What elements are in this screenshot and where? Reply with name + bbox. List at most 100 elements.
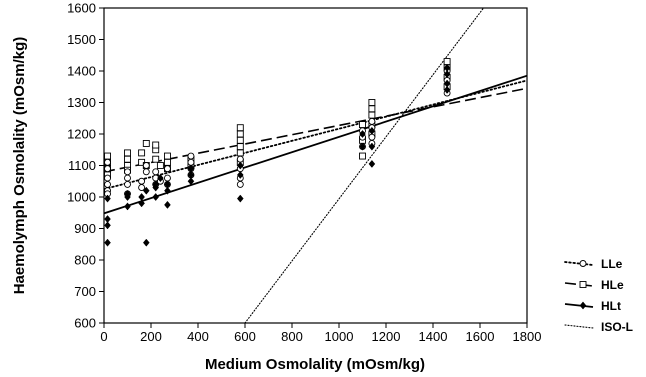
data-point-hlt [124,202,131,211]
legend-marker-lle [579,260,587,267]
y-tick-label: 900 [74,221,96,236]
data-point-hle [368,99,376,106]
series-line-iso-l [244,8,485,323]
data-point-lle [163,165,171,173]
x-tick-label: 1800 [513,329,542,344]
data-point-hle [124,155,131,163]
x-tick-label: 0 [100,329,107,344]
x-tick-label: 600 [234,329,256,344]
data-point-lle [138,184,146,192]
data-point-hlt [152,193,160,201]
data-point-lle [152,168,160,176]
data-point-hlt [142,186,150,195]
data-point-hlt [104,238,111,247]
y-tick-label: 1100 [68,158,96,173]
data-point-lle [236,180,244,188]
plot-frame [103,7,528,324]
data-point-lle [138,177,146,185]
data-point-hlt [187,177,195,186]
y-tick-label: 1600 [67,1,96,16]
data-point-hle [236,136,244,144]
data-point-lle [163,174,171,182]
data-point-lle [368,117,376,125]
data-point-hle [236,130,244,138]
legend-swatch-iso-l [564,324,594,329]
data-point-hlt [142,238,150,247]
legend-swatch-lle [564,261,594,266]
data-point-lle [368,133,376,141]
data-point-hle [368,105,376,113]
legend-swatch-hlt [564,303,594,308]
data-point-hle [104,152,111,160]
legend-label-lle: LLe [601,257,623,271]
y-tick-label: 1200 [67,127,96,142]
data-point-hlt [236,170,244,179]
legend-marker-hlt [579,301,587,310]
data-point-hlt [443,79,451,88]
x-tick-label: 400 [187,329,209,344]
data-point-lle [104,180,111,188]
data-point-hlt [443,63,451,72]
data-point-hlt [368,142,376,151]
data-point-hle [236,143,244,151]
data-point-hle [152,155,160,163]
data-point-hle [236,124,244,132]
data-point-lle [124,174,131,182]
x-tick-label: 1000 [325,329,354,344]
y-axis-title: Haemolymph Osmolality (mOsm/kg) [11,37,28,295]
data-points [104,58,451,247]
trend-lines [104,8,527,323]
data-point-hlt [368,126,376,135]
data-point-hlt [443,70,451,79]
data-point-hlt [157,174,164,183]
data-point-hlt [164,180,171,189]
legend-label-iso-l: ISO-L [601,320,633,334]
data-point-hle [368,111,376,119]
legend: LLe HLe HLt ISO-L [564,257,633,334]
y-tick-label: 800 [74,253,96,268]
data-point-hlt [104,221,111,230]
data-point-hlt [368,159,376,168]
data-point-lle [142,162,150,169]
data-point-hle [142,139,150,147]
data-point-hle [443,58,451,65]
data-point-hle [152,141,160,149]
data-point-hlt [187,164,195,173]
series-line-hle [104,87,527,173]
data-point-hlt [124,189,131,198]
data-point-hle [236,149,244,157]
x-tick-label: 800 [281,329,303,344]
x-tick-label: 1600 [466,329,495,344]
data-point-hle [156,162,164,169]
legend-swatch-hle [564,282,594,287]
data-point-hle [163,158,171,166]
data-point-hlt [236,161,244,170]
data-point-hlt [138,199,145,208]
x-axis-title: Medium Osmolality (mOsm/kg) [205,356,425,373]
data-point-lle [124,180,131,188]
series-line-lle [104,79,527,191]
y-tick-label: 700 [74,284,96,299]
data-point-hlt [104,194,111,203]
data-point-hlt [104,215,111,224]
legend-label-hle: HLe [601,278,624,292]
x-axis: 0 200 400 600 800 1000 1200 1400 1600 1800 [100,323,541,344]
data-point-lle [236,155,244,163]
data-point-hlt [164,200,171,209]
y-tick-label: 600 [74,316,96,331]
data-point-hle [138,149,146,157]
y-tick-label: 1000 [67,190,96,205]
y-axis-title-text: Haemolymph Osmolality (mOsm/kg) [11,37,28,295]
legend-marker-hle [579,281,587,288]
data-point-lle [142,168,150,176]
data-point-hlt [152,180,160,189]
legend-label-hlt: HLt [601,299,621,313]
y-axis: 600 700 800 900 1000 1100 1200 1300 1400 1500 1600 [67,1,104,331]
y-tick-label: 1300 [67,95,96,110]
series-line-hlt [104,74,527,215]
data-point-lle [104,165,111,173]
x-tick-label: 200 [140,329,162,344]
data-point-lle [104,174,111,182]
